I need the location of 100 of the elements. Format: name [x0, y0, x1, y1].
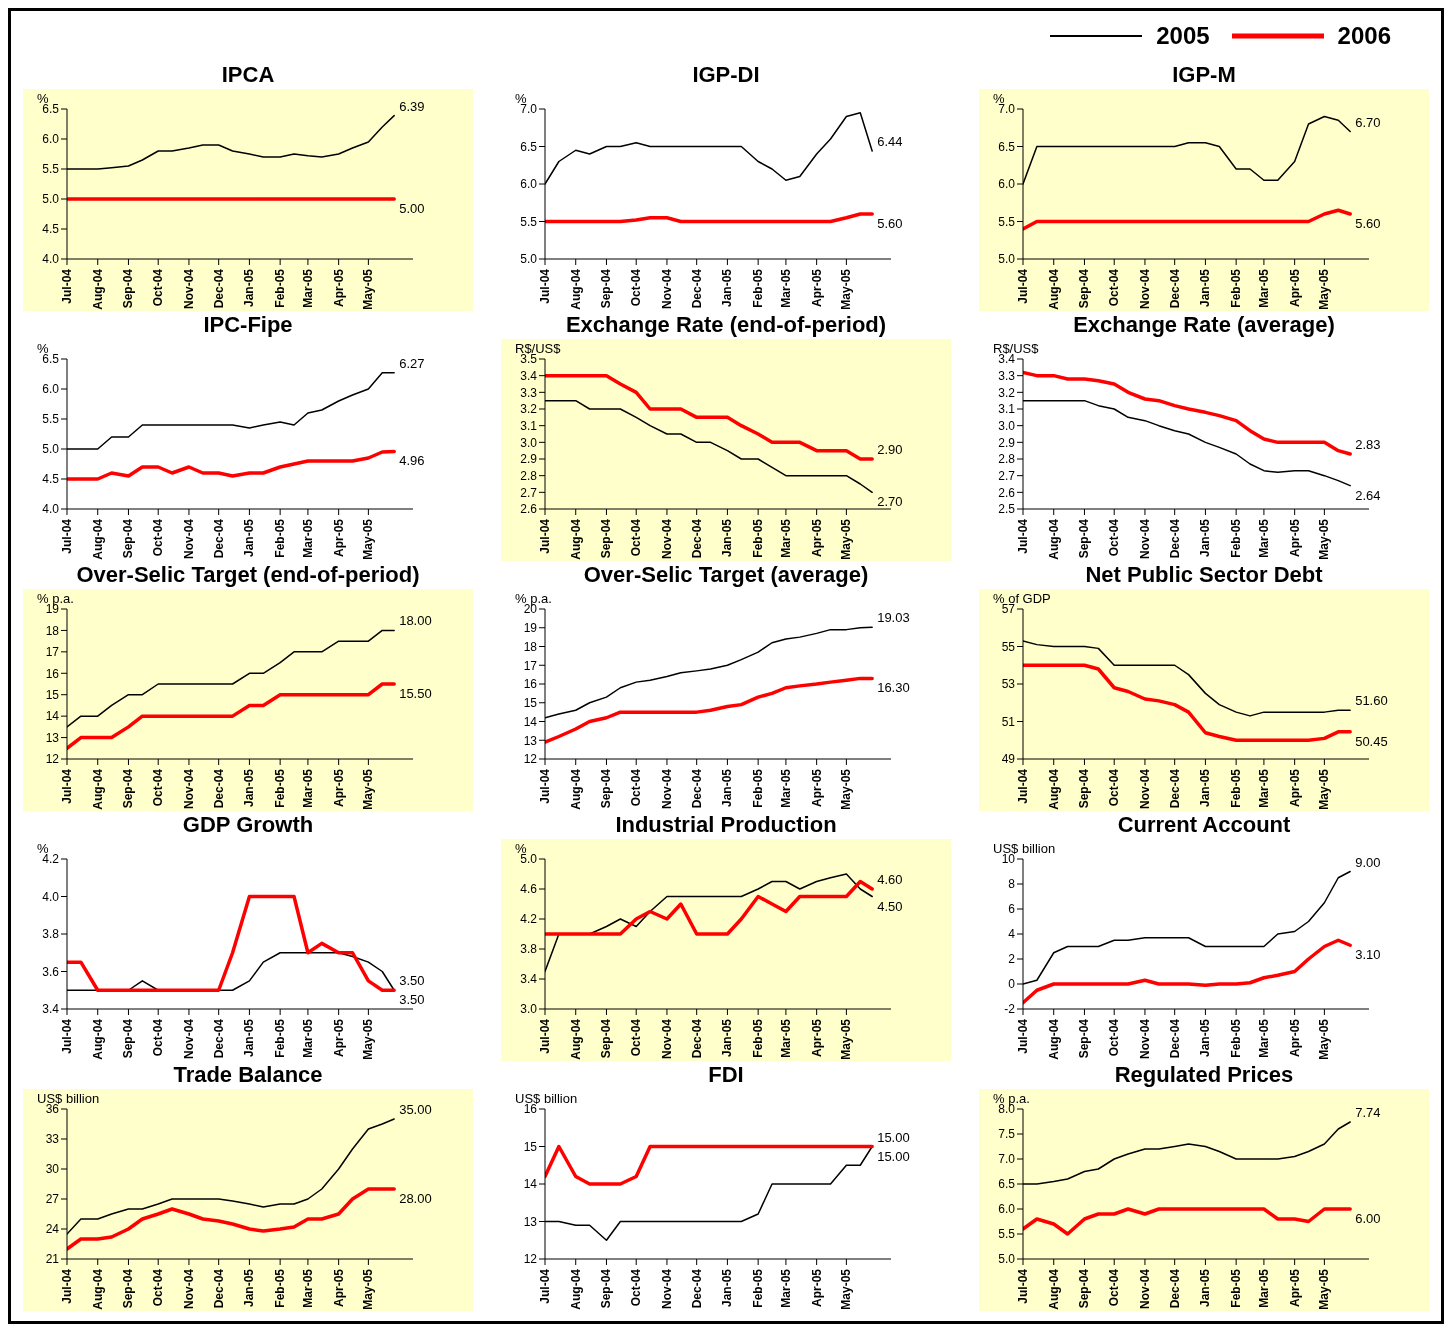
line-series	[67, 1187, 396, 1251]
x-tick-label: Jul-04	[60, 518, 74, 554]
x-tick-label: Jan-05	[242, 268, 257, 308]
x-tick-label: Oct-04	[1107, 768, 1122, 807]
x-tick-label: Nov-04	[181, 518, 196, 560]
x-tick-label: Feb-05	[273, 518, 288, 558]
x-tick-label: May-05	[839, 268, 854, 310]
x-tick-label: Jan-05	[242, 1018, 257, 1058]
annotation: 15.00	[877, 1129, 910, 1145]
y-tick-label: 13	[523, 733, 538, 748]
x-tick-label: Nov-04	[181, 1268, 196, 1310]
y-tick-label: 4.5	[42, 222, 60, 237]
x-tick-label: Feb-05	[1229, 1268, 1244, 1308]
y-tick-label: 12	[523, 1252, 538, 1267]
x-tick-label: Dec-04	[211, 768, 226, 809]
x-tick-label: Feb-05	[1229, 1018, 1244, 1058]
x-tick-label: Mar-05	[778, 268, 793, 308]
x-tick-label: Apr-05	[1287, 518, 1302, 558]
y-tick-label: 18	[523, 639, 538, 654]
y-tick-label: 6.5	[998, 139, 1016, 154]
y-tick-label: 2.7	[520, 485, 538, 500]
annotation: 5.60	[877, 216, 903, 231]
y-tick-label: 4.0	[42, 502, 60, 517]
x-tick-label: Feb-05	[751, 268, 766, 308]
chart-title: IGP-DI	[692, 61, 760, 89]
x-tick-label: Jul-04	[538, 1018, 552, 1054]
x-tick-label: Aug-04	[1046, 1018, 1061, 1060]
y-tick-label: 14	[45, 709, 60, 724]
x-tick-label: Jan-05	[242, 518, 257, 558]
x-tick-label: Dec-04	[211, 268, 226, 309]
y-tick-label: 14	[523, 714, 538, 729]
annotation: 16.30	[877, 680, 910, 696]
y-tick-label: 4.0	[42, 252, 60, 267]
x-tick-label: Jul-04	[1016, 268, 1030, 304]
y-tick-label: 4.2	[520, 912, 538, 927]
x-tick-label: Dec-04	[211, 518, 226, 559]
y-tick-label: 3.8	[42, 927, 60, 942]
x-tick-label: Sep-04	[1077, 768, 1092, 809]
x-tick-label: Mar-05	[1256, 1268, 1271, 1308]
x-tick-label: Oct-04	[629, 1268, 644, 1307]
y-tick-label: 2.7	[998, 468, 1016, 483]
x-tick-label: Nov-04	[1137, 1268, 1152, 1310]
x-tick-label: May-05	[839, 518, 854, 560]
y-tick-label: 6	[1008, 902, 1016, 917]
x-tick-label: Oct-04	[1107, 268, 1122, 307]
x-tick-label: Aug-04	[1046, 1268, 1061, 1310]
x-tick-label: Sep-04	[121, 1018, 136, 1059]
y-tick-label: 5.5	[998, 1227, 1016, 1242]
x-tick-label: Jul-04	[1016, 518, 1030, 554]
y-tick-label: 3.0	[520, 435, 538, 450]
x-tick-label: Aug-04	[1046, 518, 1061, 560]
x-tick-label: Sep-04	[599, 768, 614, 809]
x-tick-label: Aug-04	[568, 518, 583, 560]
x-tick-label: Nov-04	[181, 1018, 196, 1060]
x-tick-label: May-05	[1317, 768, 1332, 810]
y-tick-label: 2.8	[998, 452, 1016, 467]
x-tick-label: Aug-04	[568, 1268, 583, 1310]
y-tick-label: 15	[45, 687, 60, 702]
y-tick-label: 13	[523, 1214, 538, 1229]
y-tick-label: 14	[523, 1177, 538, 1192]
annotation: 6.44	[877, 134, 903, 149]
y-tick-label: 19	[523, 621, 538, 636]
y-tick-label: 5.5	[42, 412, 60, 427]
x-tick-label: Oct-04	[629, 1018, 644, 1057]
x-tick-label: Dec-04	[1167, 768, 1182, 809]
x-tick-label: Oct-04	[629, 768, 644, 807]
annotation: 15.00	[877, 1148, 910, 1164]
line-series	[67, 894, 396, 992]
chart-title: Exchange Rate (end-of-period)	[565, 311, 887, 339]
y-tick-label: 53	[1001, 677, 1016, 692]
x-tick-label: Aug-04	[90, 1268, 105, 1310]
line-series	[545, 879, 874, 936]
x-tick-label: Jul-04	[538, 1268, 552, 1304]
x-tick-label: Jan-05	[1198, 1268, 1213, 1308]
x-tick-label: Jan-05	[1198, 1018, 1213, 1058]
x-tick-label: Apr-05	[331, 1018, 346, 1058]
y-tick-label: 5.0	[42, 192, 60, 207]
x-tick-label: Mar-05	[300, 1018, 315, 1058]
y-tick-label: 6.0	[520, 177, 538, 192]
y-tick-label: 55	[1001, 639, 1016, 654]
x-tick-label: Feb-05	[751, 1018, 766, 1058]
chart-title: Current Account	[1117, 811, 1291, 839]
y-tick-label: 6.0	[998, 1202, 1016, 1217]
x-tick-label: Oct-04	[1107, 1018, 1122, 1057]
x-tick-label: Sep-04	[1077, 1268, 1092, 1309]
x-tick-label: Apr-05	[1287, 1018, 1302, 1058]
x-tick-label: Aug-04	[1046, 268, 1061, 310]
x-tick-label: Nov-04	[659, 1018, 674, 1060]
x-tick-label: Apr-05	[1287, 768, 1302, 808]
x-tick-label: Mar-05	[300, 268, 315, 308]
x-tick-label: Oct-04	[151, 768, 166, 807]
x-tick-label: Jan-05	[720, 1268, 735, 1308]
x-tick-label: Jul-04	[1016, 1018, 1030, 1054]
y-tick-label: 15	[523, 696, 538, 711]
line-series	[1023, 663, 1352, 742]
x-tick-label: Oct-04	[629, 518, 644, 557]
y-tick-label: 5.0	[42, 442, 60, 457]
x-tick-label: Nov-04	[659, 268, 674, 310]
y-tick-label: 6.5	[998, 1177, 1016, 1192]
x-tick-label: May-05	[839, 1018, 854, 1060]
